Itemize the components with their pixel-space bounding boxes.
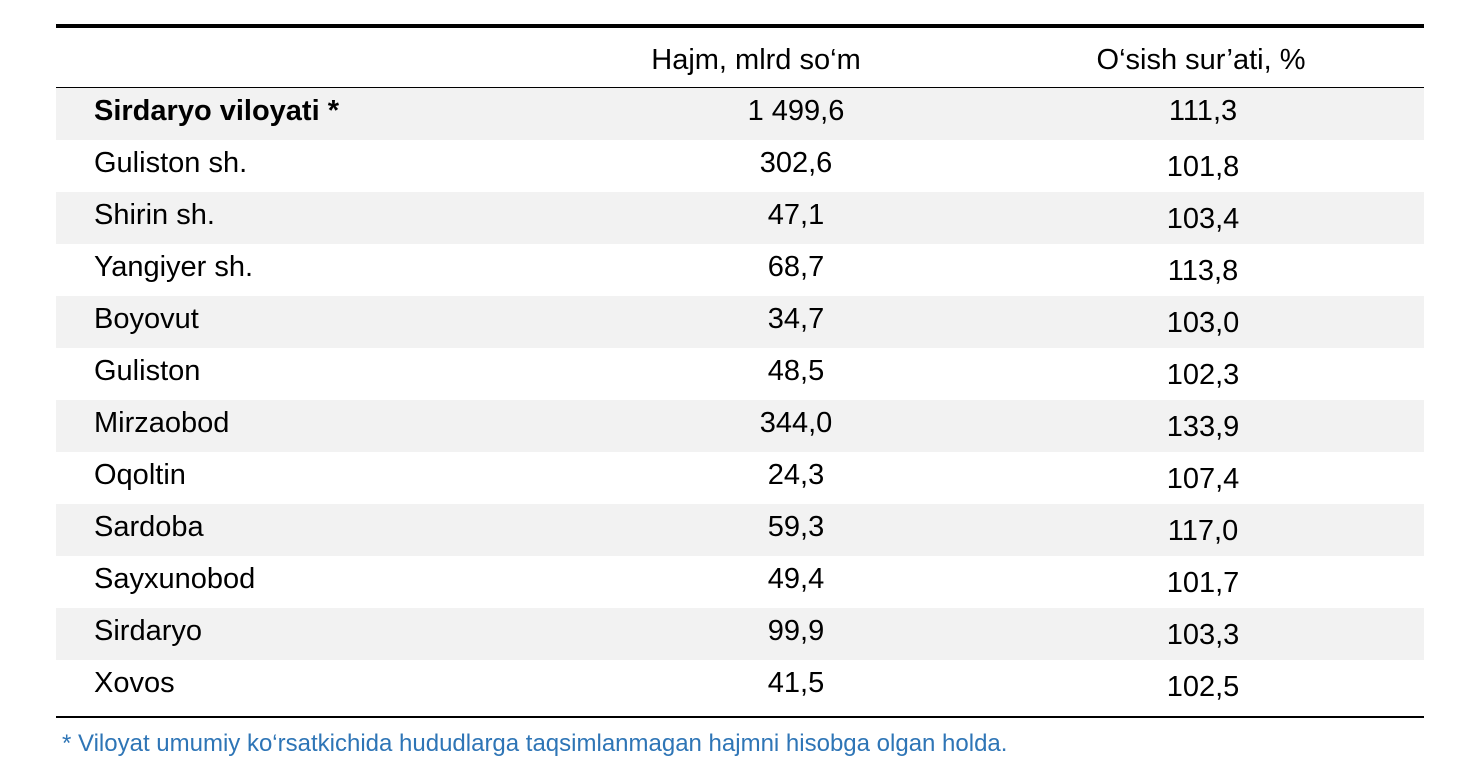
row-osish-value: 103,3	[1166, 619, 1240, 651]
table-row: Boyovut 34,7 103,0	[56, 296, 1424, 348]
row-hajm-value: 34,7	[767, 303, 825, 335]
table-body: Sirdaryo viloyati * 1 499,6 111,3 Guliston …	[56, 88, 1424, 712]
row-region-name: Shirin sh.	[94, 199, 215, 231]
table-top-rule	[56, 24, 1424, 28]
row-region-name: Xovos	[94, 667, 175, 699]
row-hajm-value: 344,0	[759, 407, 833, 439]
row-osish-value: 113,8	[1167, 255, 1239, 287]
footnote: * Viloyat umumiy ko‘rsatkichida hududlar…	[62, 730, 1008, 757]
row-region-name: Guliston	[94, 355, 201, 387]
table-header-row: Hajm, mlrd so‘m O‘sish sur’ati, %	[56, 28, 1424, 88]
table-row: Sayxunobod 49,4 101,7	[56, 556, 1424, 608]
table-row: Guliston sh. 302,6 101,8	[56, 140, 1424, 192]
table-row: Xovos 41,5 102,5	[56, 660, 1424, 712]
row-hajm-value: 302,6	[759, 147, 833, 179]
table-row: Sirdaryo viloyati * 1 499,6 111,3	[56, 88, 1424, 140]
table-row: Guliston 48,5 102,3	[56, 348, 1424, 400]
header-osish: O‘sish sur’ati, %	[1096, 44, 1306, 76]
row-osish-value: 117,0	[1167, 515, 1239, 547]
row-region-name: Sayxunobod	[94, 563, 256, 595]
row-hajm-value: 99,9	[767, 615, 825, 647]
row-osish-value: 107,4	[1166, 463, 1240, 495]
table-row: Shirin sh. 47,1 103,4	[56, 192, 1424, 244]
table-bottom-rule	[56, 716, 1424, 718]
row-hajm-value: 68,7	[767, 251, 825, 283]
row-hajm-value: 24,3	[767, 459, 825, 491]
row-region-name: Oqoltin	[94, 459, 186, 491]
row-region-name: Guliston sh.	[94, 147, 248, 179]
row-region-name: Sirdaryo	[94, 615, 202, 647]
row-osish-value: 101,7	[1166, 567, 1240, 599]
row-osish-value: 133,9	[1166, 411, 1240, 443]
row-region-name: Yangiyer sh.	[94, 251, 254, 283]
row-hajm-value: 48,5	[767, 355, 825, 387]
table-row: Yangiyer sh. 68,7 113,8	[56, 244, 1424, 296]
header-hajm: Hajm, mlrd so‘m	[651, 44, 861, 76]
row-region-name: Sirdaryo viloyati *	[94, 95, 339, 127]
row-hajm-value: 41,5	[767, 667, 825, 699]
row-osish-value: 111,3	[1168, 95, 1238, 127]
row-osish-value: 102,3	[1166, 359, 1240, 391]
table-row: Sardoba 59,3 117,0	[56, 504, 1424, 556]
row-hajm-value: 47,1	[767, 199, 825, 231]
table-row: Mirzaobod 344,0 133,9	[56, 400, 1424, 452]
table-row: Oqoltin 24,3 107,4	[56, 452, 1424, 504]
row-osish-value: 101,8	[1166, 151, 1240, 183]
row-osish-value: 102,5	[1166, 671, 1240, 703]
data-table: Hajm, mlrd so‘m O‘sish sur’ati, % Sirdar…	[56, 24, 1424, 718]
row-hajm-value: 49,4	[767, 563, 825, 595]
row-hajm-value: 1 499,6	[747, 95, 845, 127]
table-row: Sirdaryo 99,9 103,3	[56, 608, 1424, 660]
row-region-name: Sardoba	[94, 511, 204, 543]
row-region-name: Boyovut	[94, 303, 199, 335]
row-osish-value: 103,0	[1166, 307, 1240, 339]
row-osish-value: 103,4	[1166, 203, 1240, 235]
row-hajm-value: 59,3	[767, 511, 825, 543]
row-region-name: Mirzaobod	[94, 407, 230, 439]
